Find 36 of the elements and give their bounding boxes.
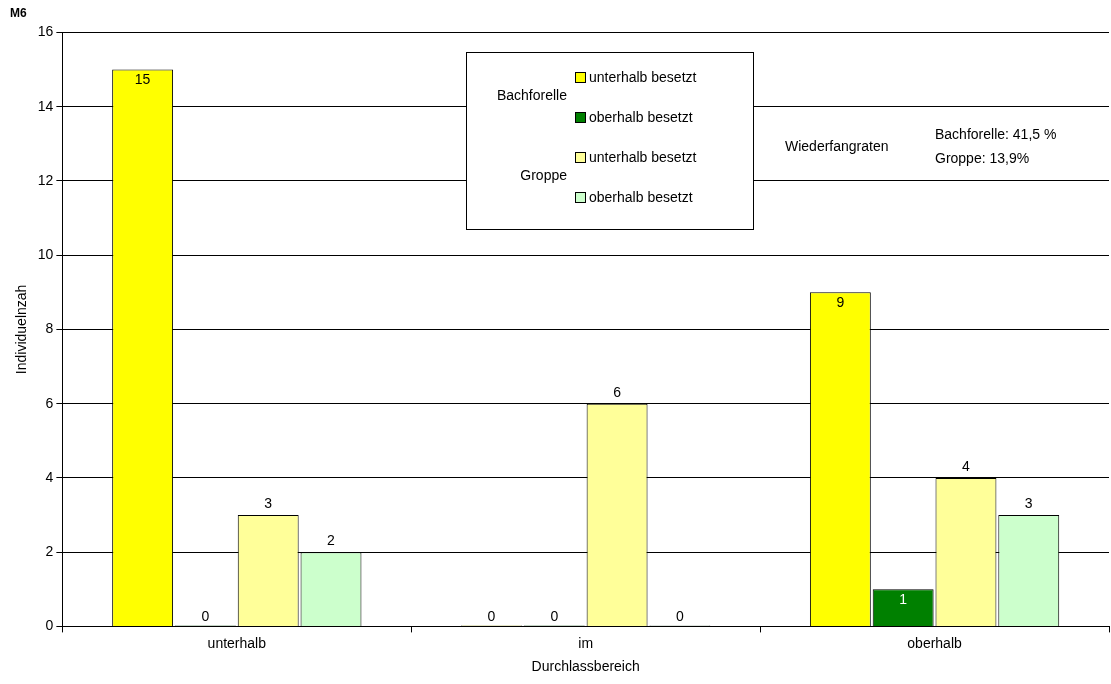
x-tick-label: unterhalb (207, 634, 267, 651)
y-tick-label: 16 (37, 23, 54, 40)
y-tick-label: 4 (45, 468, 54, 485)
y-tick-label: 6 (45, 394, 54, 411)
data-label: 1 (899, 591, 908, 608)
x-tick-label: im (578, 634, 594, 651)
y-tick-label: 12 (37, 171, 54, 188)
x-tick-label: oberhalb (907, 634, 963, 651)
chart-title: M6 (10, 5, 27, 20)
data-label: 4 (962, 457, 971, 474)
data-label: 6 (613, 383, 622, 400)
data-label: 3 (264, 494, 273, 511)
legend-label: unterhalb besetzt (589, 149, 697, 165)
data-label: 9 (836, 294, 845, 311)
data-label: 15 (134, 71, 151, 88)
annotation: Bachforelle (495, 87, 567, 103)
y-tick-label: 14 (37, 97, 54, 114)
y-axis-title: Individuelnzah (13, 284, 30, 375)
annotation: Groppe (519, 167, 567, 183)
annotation: Wiederfangraten (785, 138, 889, 154)
annotation: Bachforelle: 41,5 % (935, 125, 1057, 144)
y-tick-label: 8 (45, 320, 54, 337)
data-label: 0 (550, 608, 559, 625)
data-label: 0 (675, 608, 684, 625)
y-tick-label: 10 (37, 246, 54, 263)
y-tick-label: 0 (45, 617, 54, 634)
legend-label: oberhalb besetzt (589, 109, 693, 125)
data-label: 0 (201, 608, 210, 625)
legend-label: oberhalb besetzt (589, 189, 693, 205)
x-axis-title: Durchlassbereich (531, 658, 640, 675)
data-label: 0 (487, 608, 496, 625)
annotation: Groppe: 13,9% (935, 149, 1031, 168)
data-label: 2 (327, 532, 336, 549)
data-label: 3 (1024, 494, 1033, 511)
legend-label: unterhalb besetzt (589, 69, 697, 85)
y-tick-label: 2 (45, 543, 54, 560)
